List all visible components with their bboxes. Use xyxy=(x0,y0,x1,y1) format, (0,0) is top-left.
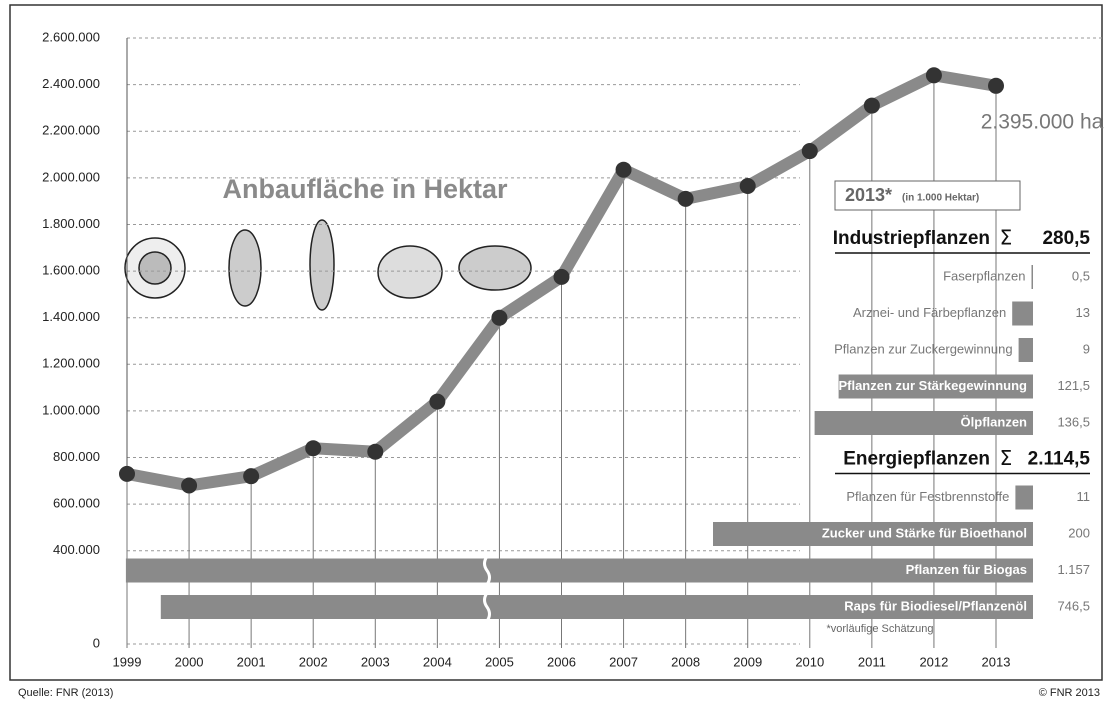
point xyxy=(491,309,508,326)
panel-subtitle: (in 1.000 Hektar) xyxy=(902,193,979,204)
point xyxy=(429,393,446,410)
source: Quelle: FNR (2013) xyxy=(18,687,113,699)
point xyxy=(925,67,942,84)
bar-label: Pflanzen für Festbrennstoffe xyxy=(846,489,1009,504)
bar xyxy=(713,522,1033,546)
value-label: 9 xyxy=(1083,341,1090,356)
panel-title-box xyxy=(834,180,1021,211)
panel-title: 2013* xyxy=(845,185,892,205)
point xyxy=(615,161,632,178)
bar-label: Pflanzen zur Zuckergewinnung xyxy=(834,341,1013,356)
x-tick-label: 2012 xyxy=(919,654,948,669)
sum-sign: Σ xyxy=(1000,226,1013,250)
value-label: 136,5 xyxy=(1057,414,1090,429)
y-tick-label: 2.200.000 xyxy=(42,123,100,138)
x-tick-label: 2005 xyxy=(485,654,514,669)
x-tick-label: 2011 xyxy=(858,654,886,669)
frame xyxy=(9,4,1103,681)
annotation: 2.395.000 ha xyxy=(981,111,1104,134)
bar-label: Ölpflanzen xyxy=(961,414,1028,429)
bar-label: Zucker und Stärke für Bioethanol xyxy=(822,525,1027,540)
x-tick-label: 2008 xyxy=(671,654,700,669)
axis-break xyxy=(483,555,491,586)
group-title: Energiepflanzen xyxy=(843,449,990,470)
copyright: © FNR 2013 xyxy=(1039,687,1100,699)
value-label: 11 xyxy=(1077,489,1091,504)
bar xyxy=(1031,265,1033,289)
bar-label: Arznei- und Färbepflanzen xyxy=(853,305,1006,320)
x-tick-label: 2009 xyxy=(733,654,762,669)
y-tick-label: 400.000 xyxy=(53,542,100,557)
group-total: 2.114,5 xyxy=(1028,449,1091,470)
y-tick-label: 0 xyxy=(93,635,100,650)
x-tick-label: 2006 xyxy=(547,654,576,669)
bar-label: Faserpflanzen xyxy=(943,268,1025,283)
bar xyxy=(814,411,1033,435)
y-tick-label: 800.000 xyxy=(53,449,100,464)
value-label: 746,5 xyxy=(1057,598,1090,613)
bar xyxy=(1012,301,1033,326)
y-tick-label: 1.400.000 xyxy=(42,309,100,324)
bar xyxy=(1018,338,1033,362)
y-tick-label: 600.000 xyxy=(53,496,100,511)
point xyxy=(181,477,198,494)
point xyxy=(863,97,880,114)
point xyxy=(801,143,818,160)
point xyxy=(553,268,570,285)
point xyxy=(367,443,384,460)
group-total: 280,5 xyxy=(1042,228,1090,249)
point xyxy=(243,468,260,485)
value-label: 200 xyxy=(1068,525,1090,540)
x-tick-label: 2002 xyxy=(299,654,328,669)
y-tick-label: 2.400.000 xyxy=(42,76,100,91)
y-tick-label: 1.800.000 xyxy=(42,216,100,231)
footnote: *vorläufige Schätzung xyxy=(826,623,933,635)
bar xyxy=(838,374,1033,399)
plant-icons xyxy=(124,219,532,311)
x-tick-label: 1999 xyxy=(113,654,142,669)
value-label: 121,5 xyxy=(1057,378,1090,393)
x-tick-label: 2000 xyxy=(175,654,204,669)
point xyxy=(677,190,694,207)
bar-label: Pflanzen zur Stärkegewinnung xyxy=(838,378,1027,393)
bar xyxy=(1015,485,1033,510)
point xyxy=(739,178,756,195)
group-title: Industriepflanzen xyxy=(833,228,990,249)
y-tick-label: 1.200.000 xyxy=(42,356,100,371)
x-tick-label: 2004 xyxy=(423,654,452,669)
x-tick-label: 2010 xyxy=(795,654,824,669)
x-tick-label: 2007 xyxy=(609,654,638,669)
grid xyxy=(127,37,1102,645)
x-tick-label: 2001 xyxy=(237,654,266,669)
bar xyxy=(125,558,1033,583)
y-tick-label: 2.600.000 xyxy=(42,29,100,44)
y-tick-label: 2.000.000 xyxy=(42,169,100,184)
point xyxy=(988,77,1004,94)
bar xyxy=(160,595,1034,619)
bar-label: Raps für Biodiesel/Pflanzenöl xyxy=(844,598,1027,613)
value-label: 1.157 xyxy=(1057,562,1090,577)
bar-label: Pflanzen für Biogas xyxy=(906,562,1027,577)
x-tick-label: 2003 xyxy=(361,654,390,669)
title-box xyxy=(215,170,515,212)
value-label: 0,5 xyxy=(1072,268,1090,283)
x-tick-label: 2013 xyxy=(982,654,1011,669)
point xyxy=(305,440,322,457)
point xyxy=(119,465,135,482)
chart-title: Anbaufläche in Hektar xyxy=(222,174,508,204)
axis-break xyxy=(483,592,491,622)
value-label: 13 xyxy=(1076,305,1090,320)
y-tick-label: 1.000.000 xyxy=(42,402,100,417)
sum-sign: Σ xyxy=(1000,446,1013,470)
y-tick-label: 1.600.000 xyxy=(42,263,100,278)
